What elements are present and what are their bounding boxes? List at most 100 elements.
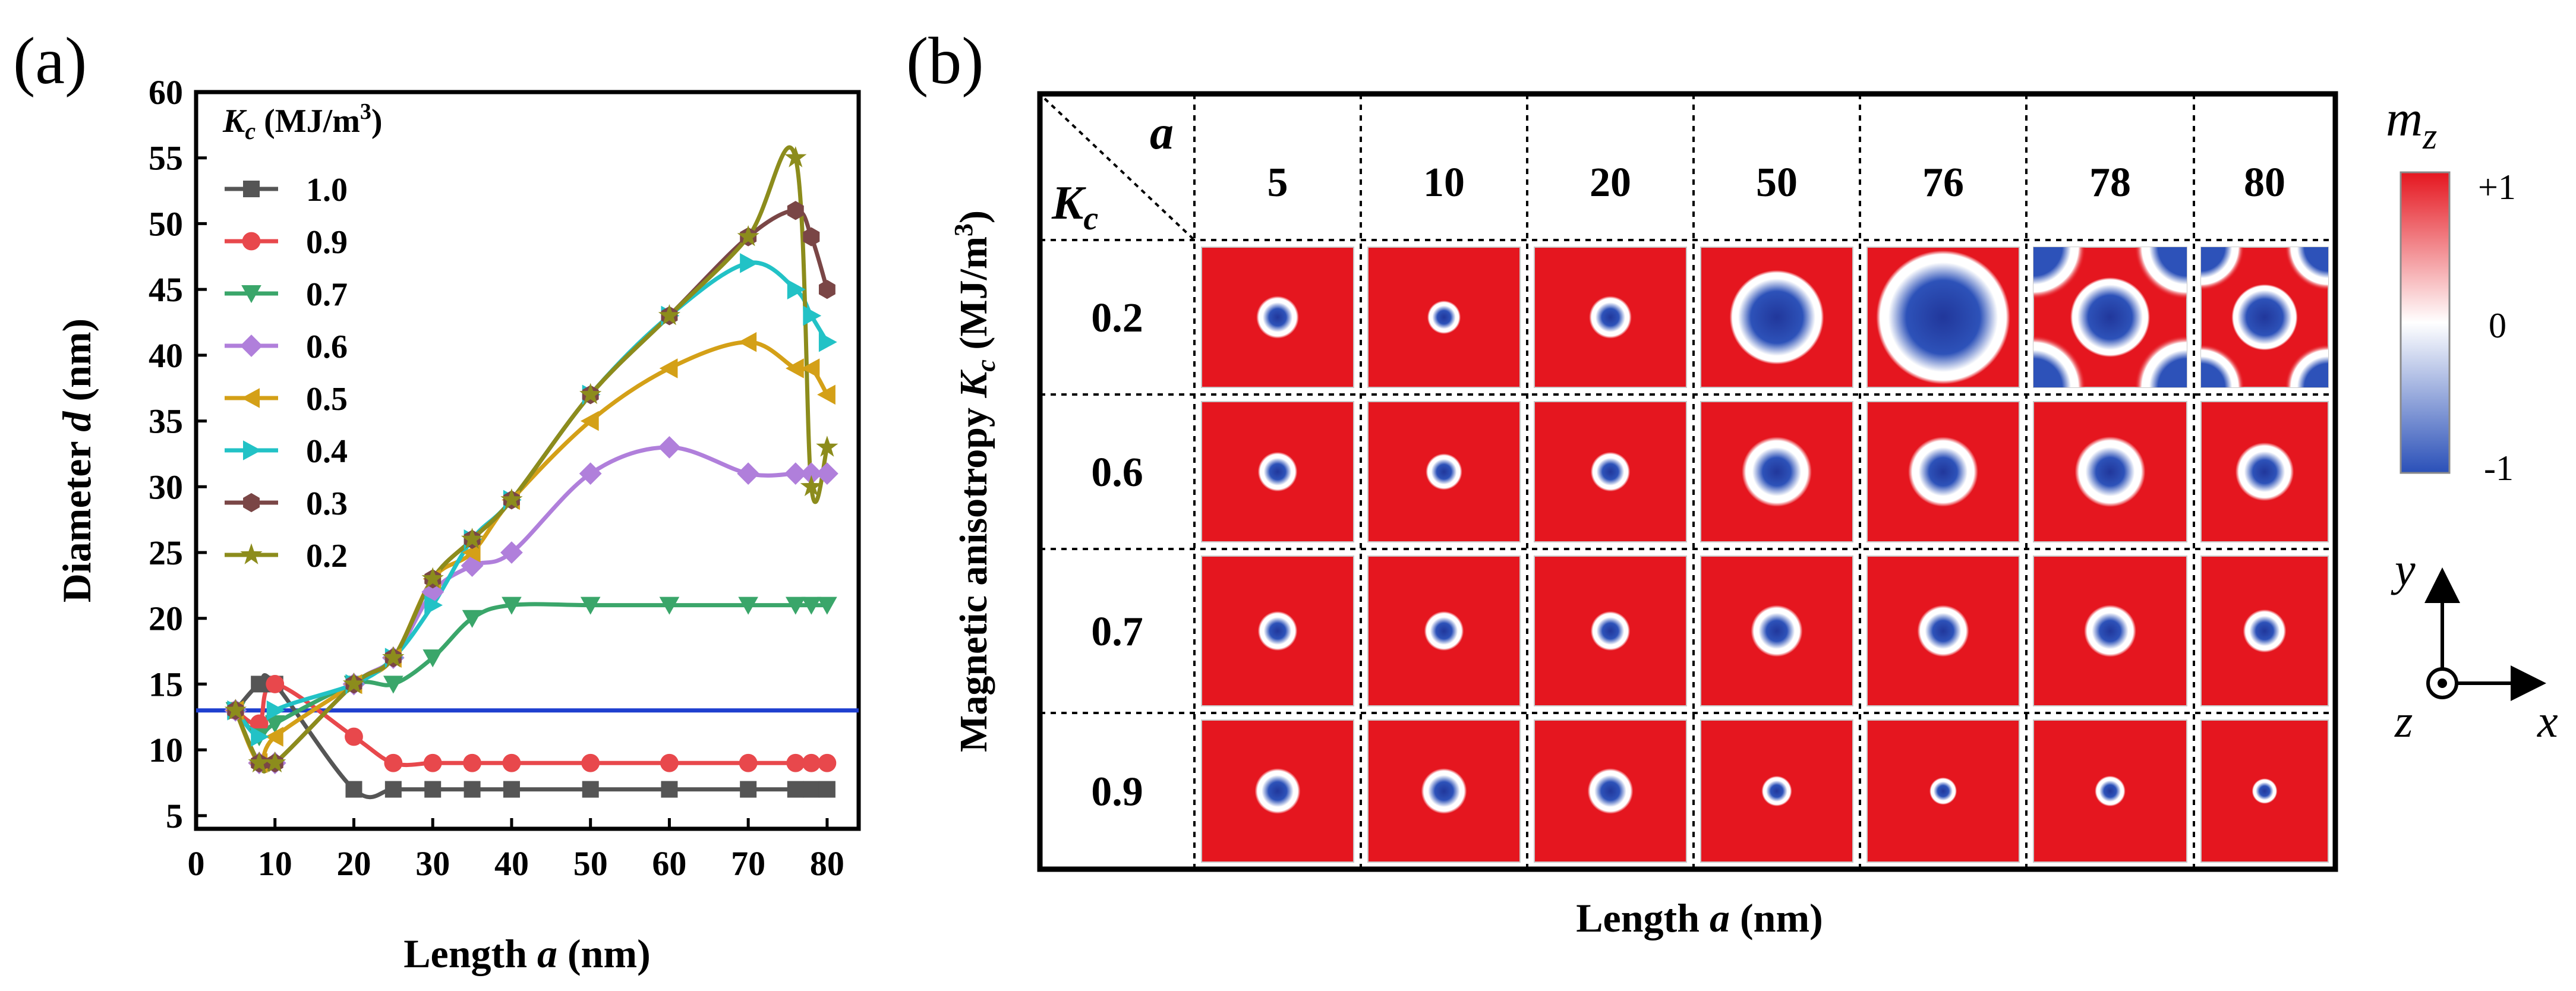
data-point-0.9 bbox=[502, 753, 521, 772]
data-point-0.6 bbox=[784, 462, 807, 485]
series-line-0.5 bbox=[234, 340, 829, 766]
data-point-0.2 bbox=[500, 488, 523, 510]
skyrmion-core bbox=[1761, 775, 1792, 807]
legend-label: 0.6 bbox=[306, 329, 348, 365]
y-tick-label: 25 bbox=[149, 534, 183, 572]
skyrmion-grid: a Kc 5 10 20 50 76 78 80 0.2 0.6 0.7 0.9 bbox=[1037, 91, 2338, 872]
data-point-0.2 bbox=[658, 304, 681, 326]
colorbar: mz +1 0 -1 bbox=[2386, 90, 2516, 488]
data-point-0.2 bbox=[342, 672, 365, 694]
data-point-0.7 bbox=[786, 597, 806, 615]
row-header: 0.9 bbox=[1091, 769, 1143, 815]
panel-b-x-label-post: (nm) bbox=[1730, 895, 1823, 940]
data-point-0.5 bbox=[264, 727, 283, 747]
colorbar-min-label: -1 bbox=[2484, 449, 2514, 488]
data-point-0.2 bbox=[382, 646, 405, 667]
skyrmion-cell bbox=[1866, 247, 2020, 388]
skyrmion-cell bbox=[1201, 556, 1354, 706]
skyrmion-cell bbox=[2033, 556, 2187, 706]
data-point-0.9 bbox=[423, 753, 442, 772]
skyrmion-cell bbox=[1367, 556, 1521, 706]
data-point-1.0 bbox=[661, 781, 678, 798]
skyrmion-cell bbox=[2033, 719, 2187, 863]
data-point-0.9 bbox=[786, 753, 805, 772]
skyrmion-cell bbox=[2200, 719, 2329, 863]
colorbar-mid-label: 0 bbox=[2489, 306, 2506, 345]
skyrmion-cell bbox=[1866, 401, 2020, 542]
x-axis-label: Length a (nm) bbox=[403, 931, 651, 976]
data-point-0.5 bbox=[801, 358, 820, 378]
colorbar-title-symbol: m bbox=[2386, 90, 2423, 147]
legend-marker bbox=[240, 334, 263, 357]
corner-domain bbox=[2033, 335, 2086, 387]
data-point-0.7 bbox=[817, 597, 837, 615]
panel-b-y-label-units: (MJ/m bbox=[952, 236, 995, 359]
data-point-0.6 bbox=[800, 462, 823, 485]
skyrmion-core bbox=[2231, 284, 2298, 351]
data-point-0.2 bbox=[421, 567, 444, 589]
skyrmion-core bbox=[1590, 452, 1631, 492]
legend-label: 0.4 bbox=[306, 433, 348, 470]
skyrmion-core bbox=[1257, 611, 1298, 651]
data-point-0.9 bbox=[266, 675, 285, 693]
corner-domain bbox=[2285, 344, 2328, 387]
corner-domain bbox=[2134, 247, 2187, 299]
axis-x-label: x bbox=[2537, 695, 2558, 747]
skyrmion-core bbox=[1929, 777, 1957, 805]
y-tick-label: 5 bbox=[166, 797, 183, 835]
series-markers bbox=[224, 146, 838, 798]
skyrmion-core bbox=[1917, 605, 1969, 657]
legend-label: 0.5 bbox=[306, 381, 348, 418]
x-tick-label: 80 bbox=[810, 844, 844, 883]
cells bbox=[1201, 247, 2329, 863]
y-tick-label: 60 bbox=[149, 73, 183, 112]
column-header: 78 bbox=[2089, 160, 2131, 206]
data-point-1.0 bbox=[424, 781, 442, 798]
data-point-0.2 bbox=[579, 383, 602, 405]
row-header: 0.6 bbox=[1091, 450, 1143, 496]
y-axis-label-var: d bbox=[54, 411, 99, 432]
column-header: 10 bbox=[1423, 160, 1465, 206]
skyrmion-cell bbox=[1534, 719, 1687, 863]
y-tick-label: 15 bbox=[149, 665, 183, 703]
skyrmion-cell bbox=[2200, 247, 2329, 388]
corner-domain bbox=[2201, 344, 2244, 387]
y-axis-label: Diameter d (nm) bbox=[54, 318, 99, 602]
data-point-0.9 bbox=[802, 753, 821, 772]
panel-b-label: (b) bbox=[906, 24, 984, 98]
legend-marker bbox=[243, 493, 260, 513]
y-tick-label: 40 bbox=[149, 336, 183, 375]
corner-diagonal bbox=[1043, 97, 1196, 241]
data-point-0.9 bbox=[250, 714, 269, 733]
row-header: 0.2 bbox=[1091, 295, 1143, 341]
data-point-0.4 bbox=[424, 595, 443, 616]
y-tick-label: 30 bbox=[149, 468, 183, 506]
data-point-0.3 bbox=[803, 227, 820, 247]
skyrmion-cell bbox=[1367, 401, 1521, 542]
series-line-0.9 bbox=[234, 681, 827, 768]
data-point-1.0 bbox=[582, 781, 599, 798]
skyrmion-cell bbox=[1534, 401, 1687, 542]
x-tick-label: 40 bbox=[494, 844, 529, 883]
panel-b-x-label-pre: Length bbox=[1576, 895, 1710, 940]
panel-b-y-label-sub: c bbox=[970, 359, 1001, 371]
data-point-0.9 bbox=[463, 753, 481, 772]
corner-a-label: a bbox=[1150, 107, 1174, 159]
data-point-1.0 bbox=[345, 781, 362, 798]
x-tick-label: 70 bbox=[731, 844, 765, 883]
data-point-0.7 bbox=[801, 597, 822, 615]
column-header: 50 bbox=[1756, 160, 1798, 206]
data-point-1.0 bbox=[503, 781, 520, 798]
y-tick-label: 20 bbox=[149, 599, 183, 638]
legend: 1.0 0.9 0.7 0.6 0.5 0.4 0.3 0.2 bbox=[225, 172, 348, 575]
axis-y-label: y bbox=[2391, 544, 2416, 595]
skyrmion-cell bbox=[2200, 556, 2329, 706]
skyrmion-core bbox=[1427, 300, 1461, 334]
coordinate-axes-icon: y x z bbox=[2391, 544, 2558, 747]
legend-title-units-end: ) bbox=[371, 103, 383, 140]
skyrmion-cell bbox=[2200, 401, 2329, 542]
series-line-0.7 bbox=[234, 602, 827, 740]
x-tick-label: 30 bbox=[415, 844, 450, 883]
legend-title: Kc (MJ/m3) bbox=[222, 99, 383, 144]
legend-marker bbox=[243, 181, 260, 197]
